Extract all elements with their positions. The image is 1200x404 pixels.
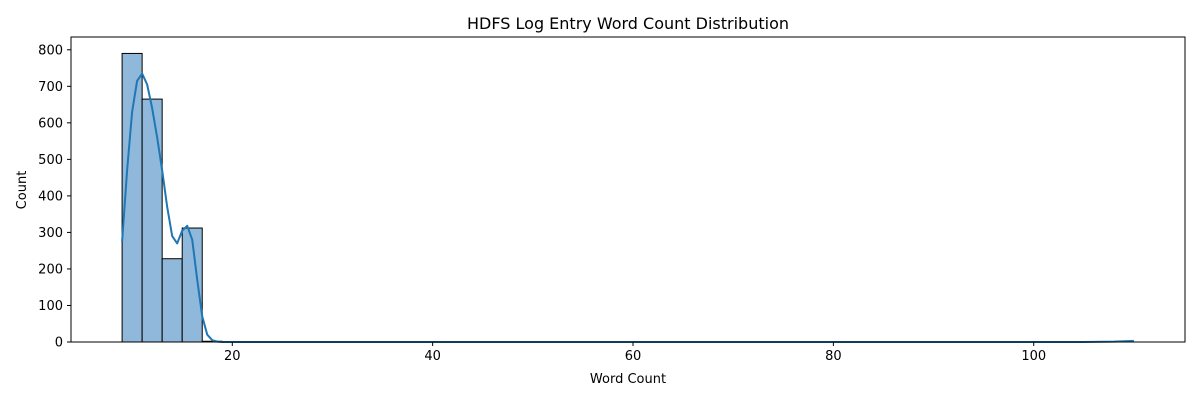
x-tick-label: 40 [424,349,441,364]
y-tick-label: 700 [38,80,63,95]
histogram-bar [141,98,163,343]
kde-layer [121,72,1134,343]
plot-frame [70,36,1186,343]
x-tick-label: 20 [224,349,241,364]
x-axis-ticks: 20 40 60 80 100 [224,342,1046,364]
y-tick-label: 300 [38,226,63,241]
y-tick-label: 0 [55,336,63,351]
x-tick-label: 100 [1021,349,1046,364]
bars-layer [121,52,223,343]
y-tick-label: 200 [38,262,63,277]
x-tick-label: 60 [625,349,642,364]
kde-density-line [121,72,1134,343]
y-axis-label: Count [15,171,30,210]
y-axis-ticks: 0 100 200 300 400 500 600 700 800 [38,43,71,351]
histogram-bar [161,258,183,343]
x-axis-label: Word Count [590,372,666,387]
y-tick-label: 800 [38,43,63,58]
x-tick-label: 80 [825,349,842,364]
y-tick-label: 100 [38,299,63,314]
y-tick-label: 500 [38,153,63,168]
y-tick-label: 400 [38,189,63,204]
chart-title: HDFS Log Entry Word Count Distribution [467,14,789,33]
y-tick-label: 600 [38,116,63,131]
